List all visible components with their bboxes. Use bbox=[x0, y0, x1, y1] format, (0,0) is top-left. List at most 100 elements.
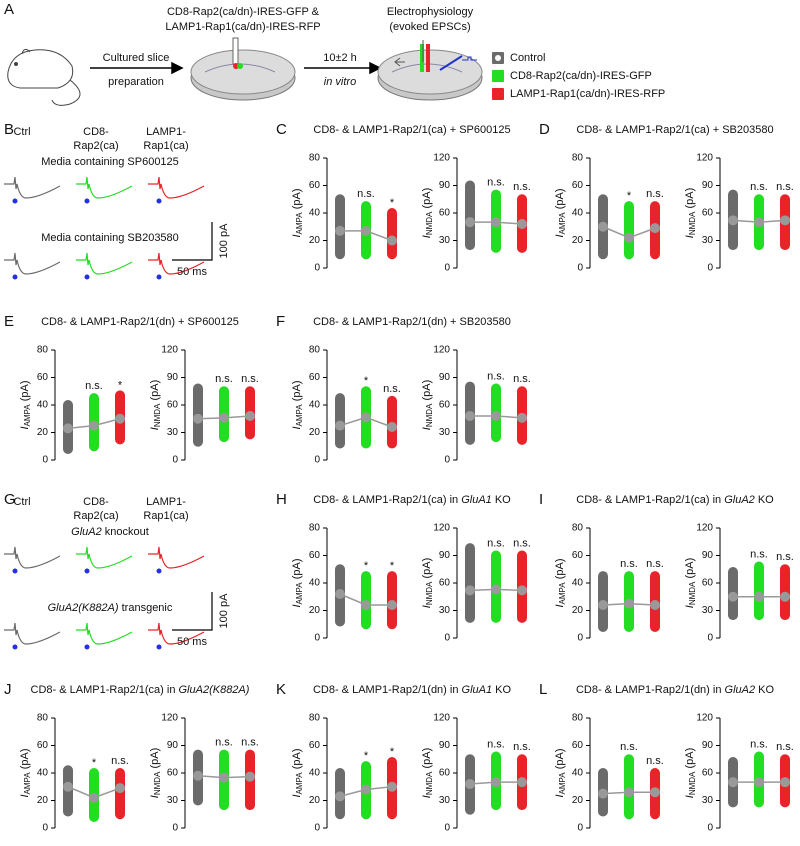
y-tick-label: 0 bbox=[42, 455, 48, 466]
scale-label: 50 ms bbox=[177, 266, 207, 278]
y-label-main: I bbox=[291, 234, 303, 237]
legend-label: Control bbox=[510, 52, 545, 64]
y-label-unit: (pA) bbox=[291, 189, 303, 213]
y-tick-label: 40 bbox=[309, 208, 321, 219]
mean-dot bbox=[387, 600, 397, 610]
y-label-unit: (pA) bbox=[684, 748, 696, 772]
significance-label: n.s. bbox=[85, 380, 103, 392]
y-axis-label: IAMPA (pA) bbox=[291, 189, 304, 238]
mean-dot bbox=[361, 225, 371, 236]
y-tick-label: 0 bbox=[577, 823, 583, 834]
y-label-unit: (pA) bbox=[421, 380, 433, 404]
scale-bar bbox=[172, 222, 213, 261]
mean-dot bbox=[361, 784, 371, 795]
title-end: KO bbox=[755, 684, 774, 696]
stim-dot bbox=[12, 644, 18, 650]
significance-label: n.s. bbox=[750, 738, 768, 750]
column-header: Ctrl bbox=[13, 496, 30, 508]
mean-dot bbox=[598, 221, 608, 232]
y-label-unit: (pA) bbox=[421, 188, 433, 212]
mean-dot bbox=[650, 787, 660, 798]
y-tick-label: 60 bbox=[439, 400, 451, 411]
panel-letter: F bbox=[276, 313, 285, 330]
mean-dot bbox=[624, 598, 634, 609]
trace bbox=[4, 546, 61, 569]
mean-dot bbox=[465, 585, 475, 596]
title-italic: GluA1 bbox=[461, 494, 492, 506]
title-italic: GluA2(K882A) bbox=[179, 684, 250, 696]
y-label-sub: NMDA bbox=[425, 771, 434, 795]
y-tick-label: 0 bbox=[42, 823, 48, 834]
mean-dot bbox=[193, 413, 203, 424]
y-axis-label: IAMPA (pA) bbox=[554, 189, 567, 238]
y-axis-label: IAMPA (pA) bbox=[554, 559, 567, 608]
title-text: CD8- & LAMP1-Rap2/1(dn) + SP600125 bbox=[41, 316, 239, 328]
mean-dot bbox=[598, 788, 608, 799]
mean-dot bbox=[219, 412, 229, 423]
stim-dot bbox=[12, 274, 18, 280]
y-label-main: I bbox=[149, 795, 161, 798]
mean-dot bbox=[780, 777, 790, 788]
y-tick-label: 30 bbox=[702, 235, 714, 246]
y-tick-label: 0 bbox=[444, 633, 450, 644]
title-end: KO bbox=[492, 494, 511, 506]
y-tick-label: 30 bbox=[167, 427, 179, 438]
y-label-main: I bbox=[684, 605, 696, 608]
panel-letter: A bbox=[4, 1, 14, 18]
step-label: Cultured slice bbox=[103, 52, 170, 64]
mean-dot bbox=[517, 777, 527, 788]
trace bbox=[148, 546, 205, 569]
title-end: KO bbox=[492, 684, 511, 696]
mean-dot bbox=[219, 772, 229, 783]
mean-dot bbox=[650, 223, 660, 234]
mean-dot bbox=[491, 584, 501, 595]
panel-title: CD8- & LAMP1-Rap2/1(dn) in GluA1 KO bbox=[313, 684, 512, 696]
significance-label: n.s. bbox=[620, 558, 638, 570]
y-tick-label: 90 bbox=[167, 372, 179, 383]
y-axis-label: IAMPA (pA) bbox=[19, 381, 32, 430]
y-tick-label: 0 bbox=[314, 633, 320, 644]
significance-label: n.s. bbox=[620, 741, 638, 753]
column-header: Rap2(ca) bbox=[73, 140, 118, 152]
mean-dot bbox=[624, 787, 634, 798]
legend-label: LAMP1-Rap1(ca/dn)-IRES-RFP bbox=[510, 88, 665, 100]
y-axis-label: INMDA (pA) bbox=[421, 748, 434, 798]
y-tick-label: 60 bbox=[37, 372, 49, 383]
condition-label: Media containing SB203580 bbox=[41, 232, 179, 244]
column-header: Rap1(ca) bbox=[143, 510, 188, 522]
y-label-main: I bbox=[421, 235, 433, 238]
significance-label: n.s. bbox=[776, 741, 794, 753]
panel-letter: I bbox=[539, 491, 543, 508]
panel-letter: J bbox=[4, 681, 12, 698]
y-tick-label: 0 bbox=[707, 633, 713, 644]
y-tick-label: 30 bbox=[702, 605, 714, 616]
stim-dot bbox=[84, 274, 90, 280]
title-text: CD8- & LAMP1-Rap2/1(dn) in bbox=[313, 684, 462, 696]
y-tick-label: 60 bbox=[572, 180, 584, 191]
y-tick-label: 40 bbox=[572, 208, 584, 219]
title-text: CD8- & LAMP1-Rap2/1(ca) + SB203580 bbox=[576, 124, 773, 136]
y-axis-label: IAMPA (pA) bbox=[554, 749, 567, 798]
panel-title: CD8- & LAMP1-Rap2/1(dn) + SB203580 bbox=[313, 316, 511, 328]
significance-label: n.s. bbox=[646, 188, 664, 200]
y-tick-label: 90 bbox=[439, 372, 451, 383]
significance-label: n.s. bbox=[241, 373, 259, 385]
y-tick-label: 60 bbox=[439, 768, 451, 779]
y-tick-label: 20 bbox=[309, 795, 321, 806]
significance-label: * bbox=[364, 560, 369, 572]
y-label-unit: (pA) bbox=[149, 380, 161, 404]
mean-dot bbox=[754, 591, 764, 602]
time-note: in vitro bbox=[324, 76, 356, 88]
mean-dot bbox=[335, 225, 345, 236]
y-label-unit: (pA) bbox=[684, 558, 696, 582]
condition-label: GluA2(K882A) transgenic bbox=[48, 602, 173, 614]
significance-label: n.s. bbox=[750, 181, 768, 193]
y-label-sub: AMPA bbox=[558, 212, 567, 235]
stim-dot bbox=[84, 198, 90, 204]
y-tick-label: 60 bbox=[309, 740, 321, 751]
y-axis-label: INMDA (pA) bbox=[421, 188, 434, 238]
y-label-sub: AMPA bbox=[23, 772, 32, 795]
data-range bbox=[624, 754, 634, 820]
y-label-unit: (pA) bbox=[149, 748, 161, 772]
y-tick-label: 0 bbox=[172, 455, 178, 466]
